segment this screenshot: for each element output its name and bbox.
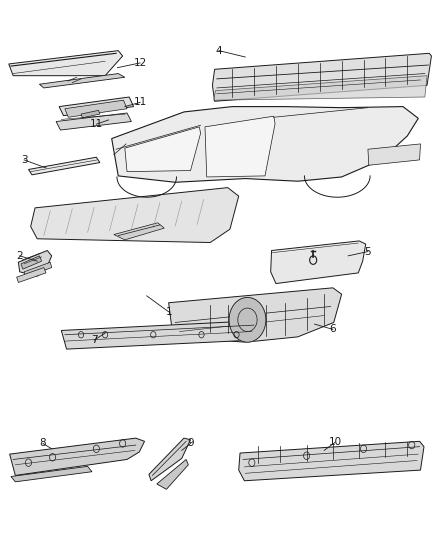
Polygon shape [114,223,164,240]
Polygon shape [59,97,134,116]
Text: 2: 2 [16,251,23,261]
Text: 10: 10 [328,438,342,447]
Text: 9: 9 [187,439,194,448]
Text: 8: 8 [39,439,46,448]
Polygon shape [9,51,123,76]
Polygon shape [28,157,100,175]
Polygon shape [214,76,427,100]
Polygon shape [157,459,188,489]
Polygon shape [39,74,125,88]
Text: 6: 6 [329,325,336,334]
Polygon shape [149,438,191,481]
Polygon shape [61,321,259,349]
Text: 1: 1 [165,307,172,317]
Polygon shape [11,466,92,482]
Text: 7: 7 [91,335,98,345]
Polygon shape [10,438,145,475]
Text: 11: 11 [90,119,103,129]
Polygon shape [271,241,366,284]
Text: 12: 12 [134,58,147,68]
Polygon shape [81,110,100,118]
Circle shape [229,297,266,342]
Polygon shape [212,53,431,101]
Text: 3: 3 [21,155,28,165]
Polygon shape [368,144,420,165]
Polygon shape [205,116,275,177]
Polygon shape [56,113,131,130]
Polygon shape [112,107,418,182]
Polygon shape [17,268,46,282]
Polygon shape [18,251,52,276]
Text: 5: 5 [364,247,371,256]
Polygon shape [125,127,201,172]
Polygon shape [65,100,127,117]
Text: 11: 11 [134,98,147,107]
Polygon shape [24,262,52,277]
Polygon shape [169,288,342,342]
Polygon shape [21,256,42,269]
Polygon shape [31,188,239,243]
Polygon shape [239,441,424,481]
Text: 4: 4 [215,46,223,55]
